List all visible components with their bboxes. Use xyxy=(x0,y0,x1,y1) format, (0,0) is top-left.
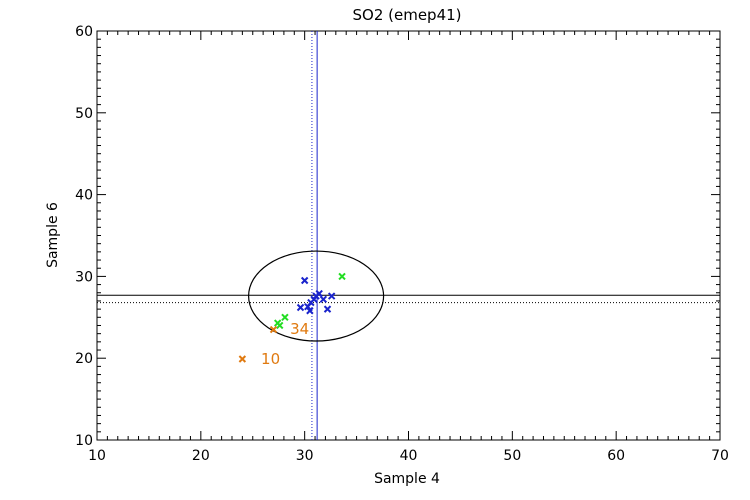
data-point xyxy=(276,321,284,330)
x-axis-label: Sample 4 xyxy=(374,471,440,487)
data-point xyxy=(338,272,346,281)
data-point xyxy=(319,295,328,304)
plot-frame xyxy=(96,30,721,441)
y-tick-label: 20 xyxy=(75,351,93,367)
x-tick-label: 40 xyxy=(400,448,418,464)
x-tick-label: 10 xyxy=(88,448,106,464)
data-point xyxy=(269,325,278,334)
x-tick-label: 50 xyxy=(503,448,521,464)
y-tick-label: 60 xyxy=(75,24,93,40)
point-annotation: 10 xyxy=(261,350,280,368)
y-tick-label: 10 xyxy=(75,433,93,449)
data-point xyxy=(306,307,314,315)
data-point xyxy=(296,303,305,312)
chart-title: SO2 (emep41) xyxy=(352,6,461,24)
data-point xyxy=(323,305,332,313)
data-point xyxy=(238,355,247,363)
x-tick-label: 70 xyxy=(711,448,729,464)
plot-area: 10 20 30 40 50 60 70 10 20 30 40 50 60 10 34 xyxy=(75,24,729,464)
y-tick-label: 50 xyxy=(75,106,93,122)
data-point xyxy=(300,276,309,285)
data-point xyxy=(327,292,336,300)
data-point xyxy=(315,289,323,298)
y-axis-label: Sample 6 xyxy=(45,202,61,268)
point-annotation: 34 xyxy=(290,320,309,338)
x-tick-label: 20 xyxy=(192,448,210,464)
x-tick-label: 30 xyxy=(296,448,314,464)
data-point xyxy=(281,313,289,322)
y-tick-label: 30 xyxy=(75,269,93,285)
confidence-ellipse xyxy=(247,250,385,342)
x-tick-label: 60 xyxy=(607,448,625,464)
y-tick-label: 40 xyxy=(75,188,93,204)
